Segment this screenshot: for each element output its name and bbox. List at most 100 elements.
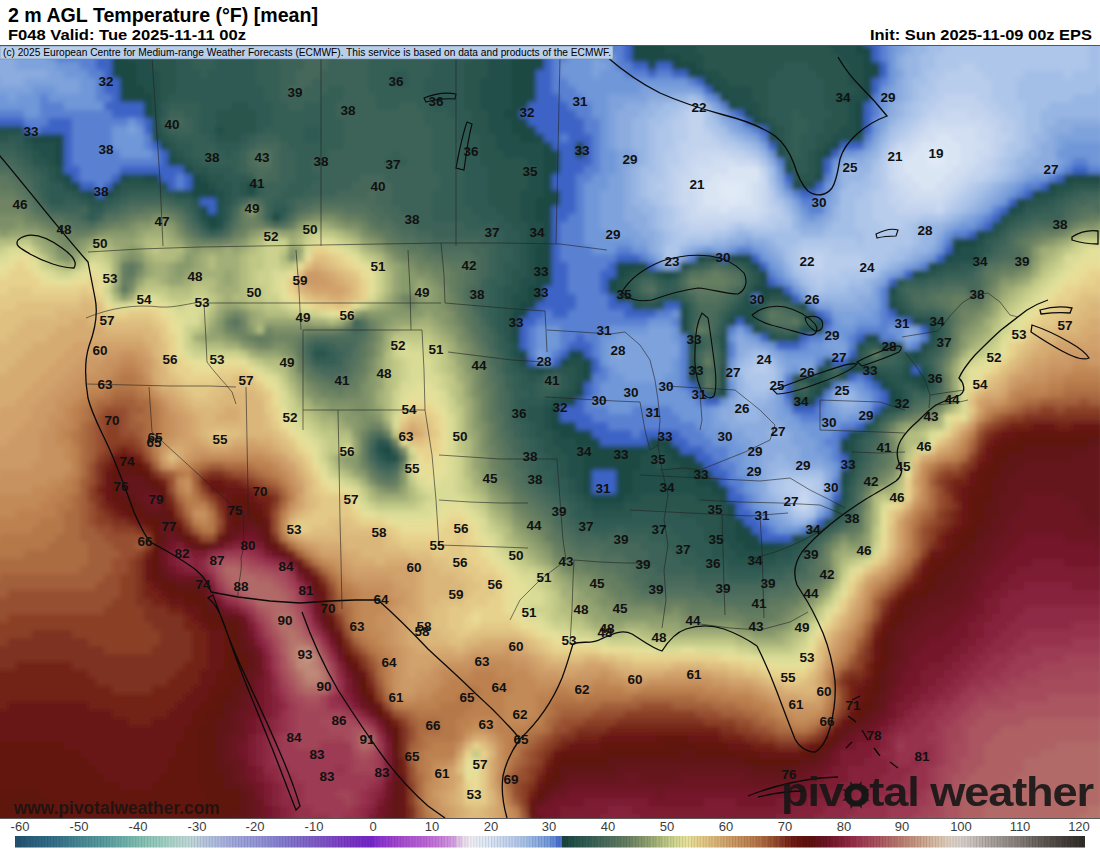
svg-text:30: 30 — [811, 195, 826, 210]
svg-text:57: 57 — [238, 373, 253, 388]
svg-text:40: 40 — [601, 819, 615, 834]
svg-text:33: 33 — [613, 447, 629, 462]
svg-text:46: 46 — [12, 197, 28, 212]
svg-text:49: 49 — [279, 355, 294, 370]
svg-text:33: 33 — [574, 143, 590, 158]
svg-text:(c) 2025 European Centre for M: (c) 2025 European Centre for Medium-rang… — [3, 47, 611, 58]
svg-text:65: 65 — [513, 732, 529, 747]
svg-text:65: 65 — [146, 435, 162, 450]
svg-text:53: 53 — [102, 271, 118, 286]
svg-text:53: 53 — [286, 522, 302, 537]
svg-text:52: 52 — [986, 350, 1001, 365]
svg-text:60: 60 — [719, 819, 733, 834]
svg-text:78: 78 — [866, 728, 882, 743]
svg-text:63: 63 — [474, 654, 490, 669]
svg-text:23: 23 — [664, 254, 680, 269]
svg-text:51: 51 — [428, 342, 444, 357]
svg-text:31: 31 — [596, 323, 612, 338]
svg-text:37: 37 — [936, 335, 951, 350]
svg-text:56: 56 — [162, 352, 178, 367]
svg-text:44: 44 — [685, 613, 701, 628]
svg-text:90: 90 — [316, 679, 331, 694]
svg-text:33: 33 — [533, 264, 549, 279]
svg-text:22: 22 — [799, 254, 814, 269]
svg-text:30: 30 — [823, 480, 838, 495]
svg-text:120: 120 — [1068, 819, 1090, 834]
svg-text:34: 34 — [835, 90, 851, 105]
svg-text:41: 41 — [249, 176, 265, 191]
svg-text:35: 35 — [708, 532, 724, 547]
svg-text:76: 76 — [113, 479, 129, 494]
svg-text:55: 55 — [212, 432, 228, 447]
svg-text:48: 48 — [651, 630, 667, 645]
svg-text:70: 70 — [104, 413, 119, 428]
svg-text:31: 31 — [572, 94, 588, 109]
svg-text:59: 59 — [448, 587, 463, 602]
svg-text:46: 46 — [856, 543, 872, 558]
svg-text:28: 28 — [881, 339, 897, 354]
svg-text:36: 36 — [428, 94, 444, 109]
svg-text:45: 45 — [589, 576, 605, 591]
svg-text:-50: -50 — [70, 819, 89, 834]
svg-text:27: 27 — [725, 365, 740, 380]
svg-text:25: 25 — [842, 160, 858, 175]
svg-text:35: 35 — [650, 452, 666, 467]
svg-text:30: 30 — [821, 415, 836, 430]
svg-text:90: 90 — [277, 613, 292, 628]
svg-text:50: 50 — [302, 222, 317, 237]
svg-text:38: 38 — [1052, 217, 1068, 232]
svg-text:33: 33 — [23, 124, 39, 139]
svg-text:27: 27 — [831, 350, 846, 365]
svg-text:27: 27 — [1043, 162, 1058, 177]
svg-text:83: 83 — [374, 765, 390, 780]
svg-text:28: 28 — [610, 343, 626, 358]
svg-text:30: 30 — [749, 292, 764, 307]
svg-text:70: 70 — [320, 601, 335, 616]
svg-text:63: 63 — [97, 377, 113, 392]
svg-text:39: 39 — [287, 85, 302, 100]
svg-text:39: 39 — [551, 504, 566, 519]
svg-text:30: 30 — [542, 819, 556, 834]
svg-text:47: 47 — [154, 214, 169, 229]
svg-text:25: 25 — [834, 383, 850, 398]
svg-text:-40: -40 — [129, 819, 148, 834]
svg-text:41: 41 — [544, 373, 560, 388]
svg-text:56: 56 — [339, 308, 355, 323]
svg-text:80: 80 — [837, 819, 851, 834]
svg-text:33: 33 — [657, 429, 673, 444]
svg-text:29: 29 — [824, 328, 839, 343]
svg-text:63: 63 — [398, 429, 414, 444]
svg-text:32: 32 — [519, 105, 534, 120]
svg-text:53: 53 — [561, 633, 577, 648]
svg-text:90: 90 — [895, 819, 909, 834]
svg-text:19: 19 — [928, 146, 943, 161]
svg-text:54: 54 — [972, 377, 988, 392]
svg-text:25: 25 — [769, 378, 785, 393]
svg-text:77: 77 — [161, 519, 176, 534]
svg-text:53: 53 — [1011, 327, 1027, 342]
svg-text:37: 37 — [675, 542, 690, 557]
svg-text:38: 38 — [469, 287, 485, 302]
svg-text:51: 51 — [521, 605, 537, 620]
svg-text:42: 42 — [461, 258, 476, 273]
svg-text:37: 37 — [578, 519, 593, 534]
svg-text:66: 66 — [137, 534, 153, 549]
svg-text:69: 69 — [503, 772, 518, 787]
svg-text:37: 37 — [651, 522, 666, 537]
svg-text:30: 30 — [715, 250, 730, 265]
svg-text:60: 60 — [816, 684, 831, 699]
svg-text:60: 60 — [508, 639, 523, 654]
svg-text:34: 34 — [929, 314, 945, 329]
svg-text:66: 66 — [819, 714, 835, 729]
svg-text:43: 43 — [254, 150, 270, 165]
svg-text:32: 32 — [894, 396, 909, 411]
svg-text:50: 50 — [660, 819, 674, 834]
svg-text:41: 41 — [876, 440, 892, 455]
svg-text:62: 62 — [512, 707, 527, 722]
svg-text:46: 46 — [889, 490, 905, 505]
svg-text:27: 27 — [783, 494, 798, 509]
svg-text:27: 27 — [770, 424, 785, 439]
svg-text:56: 56 — [487, 577, 503, 592]
svg-text:81: 81 — [298, 583, 314, 598]
svg-text:88: 88 — [233, 579, 249, 594]
